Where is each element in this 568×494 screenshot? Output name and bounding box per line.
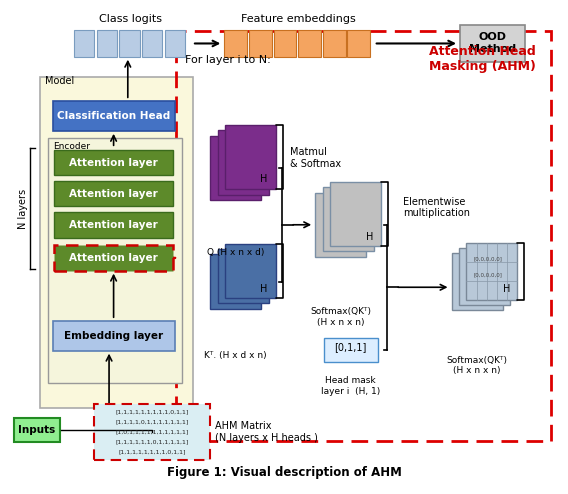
Text: Attention Head
Masking (AHM): Attention Head Masking (AHM) xyxy=(429,45,536,73)
Bar xyxy=(53,101,175,131)
Bar xyxy=(165,30,185,57)
Text: [1,1,1,1,1,1,1,1,1,0,1,1]: [1,1,1,1,1,1,1,1,1,0,1,1] xyxy=(115,410,189,414)
Bar xyxy=(324,338,378,362)
Text: Inputs: Inputs xyxy=(18,425,56,435)
Text: Elementwise
multiplication: Elementwise multiplication xyxy=(403,197,470,218)
Text: Feature embeddings: Feature embeddings xyxy=(241,14,356,24)
Bar xyxy=(54,181,173,206)
Text: For layer i to N:: For layer i to N: xyxy=(185,55,270,65)
Text: Model: Model xyxy=(45,77,74,86)
Bar xyxy=(249,30,272,57)
Bar xyxy=(466,243,517,300)
Text: Class logits: Class logits xyxy=(99,14,162,24)
Text: Attention layer: Attention layer xyxy=(69,220,158,230)
Text: Attention layer: Attention layer xyxy=(69,253,158,263)
Bar xyxy=(218,249,269,303)
Text: H: H xyxy=(503,284,510,294)
Text: [0,0,0,0,0]: [0,0,0,0,0] xyxy=(474,257,503,262)
Bar xyxy=(94,404,210,460)
Bar xyxy=(330,182,381,246)
Text: OOD
Method: OOD Method xyxy=(469,33,516,54)
Text: H: H xyxy=(261,174,268,184)
Text: Softmax(QKᵀ)
(H x n x n): Softmax(QKᵀ) (H x n x n) xyxy=(446,356,508,375)
Text: [0,1,1]: [0,1,1] xyxy=(335,342,367,352)
Bar xyxy=(210,136,261,200)
Bar xyxy=(210,254,261,309)
Bar xyxy=(119,30,140,57)
Text: [0,0,0,0,0]: [0,0,0,0,0] xyxy=(474,272,503,277)
Bar xyxy=(14,418,60,442)
Text: Classification Head: Classification Head xyxy=(57,111,170,121)
Text: Matmul
& Softmax: Matmul & Softmax xyxy=(290,147,341,169)
Text: Embedding layer: Embedding layer xyxy=(64,331,164,341)
Text: [1,0,1,1,1,1,1,1,1,1,1,1]: [1,0,1,1,1,1,1,1,1,1,1,1] xyxy=(115,429,189,434)
Bar xyxy=(460,25,525,62)
Bar xyxy=(224,30,247,57)
Text: Q (H x n x d): Q (H x n x d) xyxy=(207,248,265,257)
Bar xyxy=(74,30,94,57)
Bar xyxy=(323,30,346,57)
Text: Softmax(QKᵀ)
(H x n x n): Softmax(QKᵀ) (H x n x n) xyxy=(310,307,371,327)
Bar xyxy=(54,150,173,175)
Text: [1,1,1,1,1,1,1,1,0,1,1]: [1,1,1,1,1,1,1,1,0,1,1] xyxy=(118,449,186,454)
Text: Head mask
layer i  (H, 1): Head mask layer i (H, 1) xyxy=(321,376,381,396)
Text: H: H xyxy=(261,284,268,294)
Bar xyxy=(459,248,510,305)
Text: [1,1,1,1,0,1,1,1,1,1,1,1]: [1,1,1,1,0,1,1,1,1,1,1,1] xyxy=(115,419,189,424)
Bar xyxy=(54,245,173,271)
Text: Encoder: Encoder xyxy=(53,142,90,151)
Bar xyxy=(97,30,117,57)
Text: [1,1,1,1,1,1,0,1,1,1,1,1]: [1,1,1,1,1,1,0,1,1,1,1,1] xyxy=(115,439,189,444)
Text: Figure 1: Visual description of AHM: Figure 1: Visual description of AHM xyxy=(166,466,402,479)
Bar xyxy=(48,138,182,383)
Bar xyxy=(142,30,162,57)
Bar xyxy=(225,125,276,189)
Bar xyxy=(40,77,193,408)
Bar xyxy=(298,30,321,57)
Bar xyxy=(274,30,296,57)
Bar xyxy=(176,31,551,441)
Text: H: H xyxy=(366,232,373,242)
Text: AHM Matrix
(N layers x H heads ): AHM Matrix (N layers x H heads ) xyxy=(215,421,318,443)
Bar xyxy=(452,253,503,310)
Bar xyxy=(225,244,276,298)
Bar xyxy=(54,212,173,238)
Bar xyxy=(323,187,374,251)
Bar xyxy=(218,130,269,195)
Text: Attention layer: Attention layer xyxy=(69,189,158,199)
Text: Kᵀ. (H x d x n): Kᵀ. (H x d x n) xyxy=(204,351,267,360)
Bar xyxy=(53,321,175,351)
Bar xyxy=(315,193,366,257)
Text: N layers: N layers xyxy=(18,189,28,229)
Text: Attention layer: Attention layer xyxy=(69,158,158,167)
Bar xyxy=(348,30,370,57)
